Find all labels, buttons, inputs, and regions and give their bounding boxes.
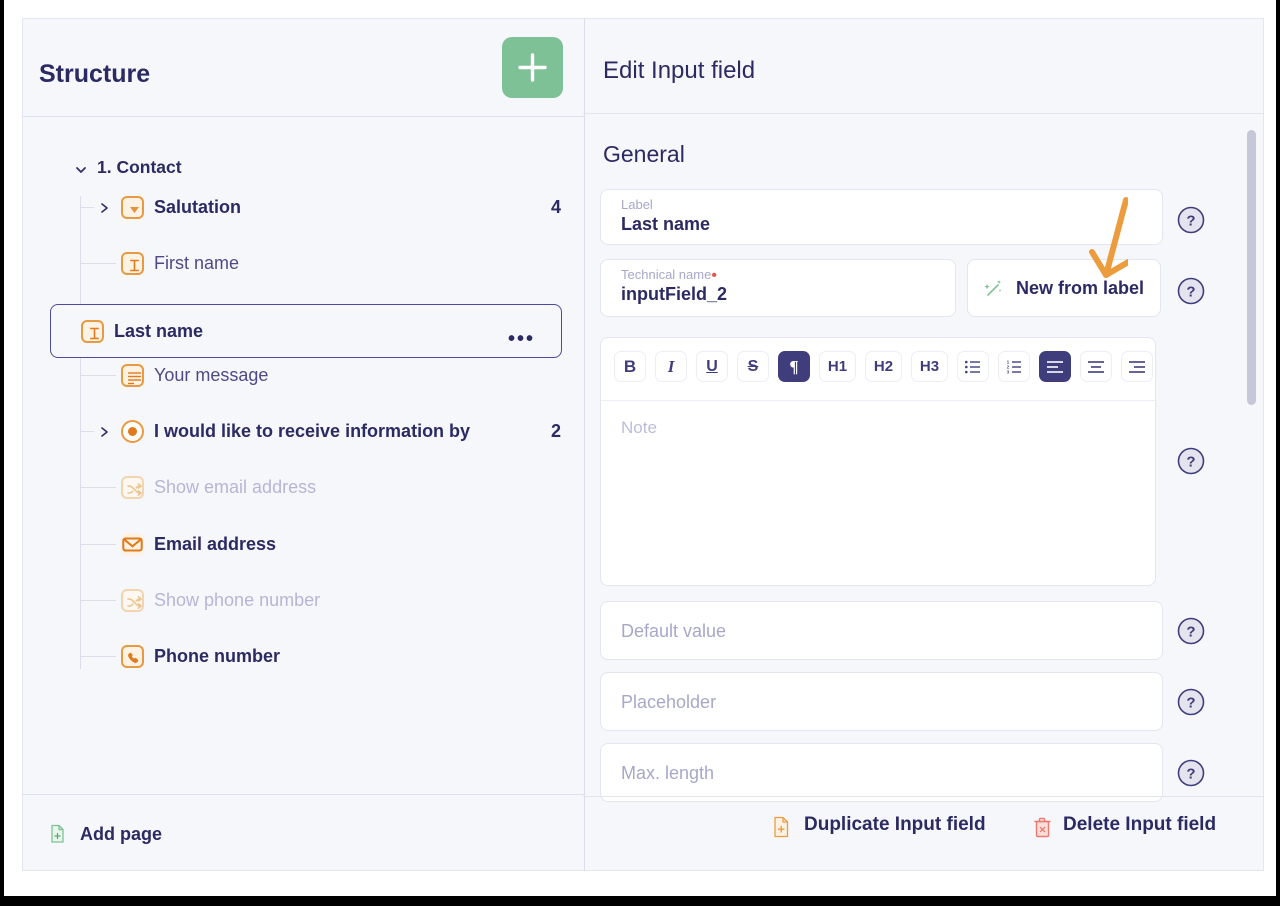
svg-text:?: ?: [1186, 284, 1195, 301]
svg-text:?: ?: [1186, 624, 1195, 641]
svg-text:?: ?: [1186, 213, 1195, 230]
svg-text:?: ?: [1186, 695, 1195, 712]
svg-text:3: 3: [1007, 369, 1010, 374]
svg-text:?: ?: [1186, 766, 1195, 783]
svg-text:?: ?: [1186, 454, 1195, 471]
